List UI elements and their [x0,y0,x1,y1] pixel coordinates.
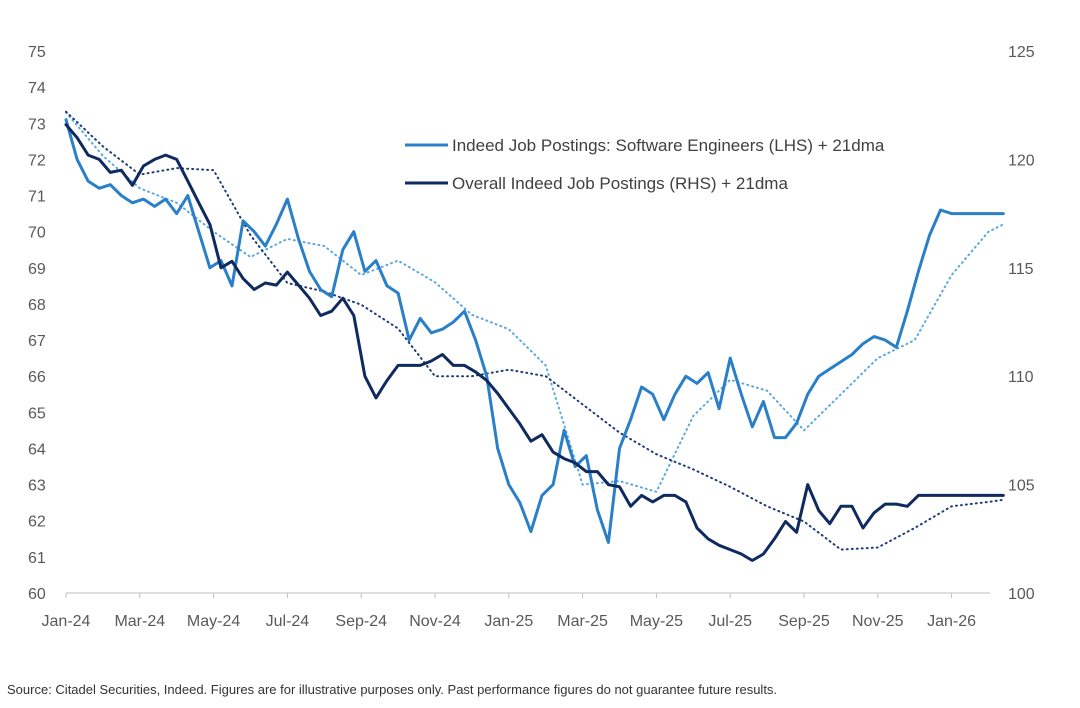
right-tick-label: 115 [1008,261,1034,278]
left-tick-label: 61 [28,550,46,567]
x-tick-label: Mar-25 [557,613,608,630]
left-axis: 60 61 62 63 64 65 66 67 68 69 70 71 72 73 74 75 [28,44,46,603]
source-note: Source: Citadel Securities, Indeed. Figu… [7,682,778,697]
left-tick-label: 75 [28,44,46,61]
right-tick-label: 125 [1008,44,1035,61]
left-tick-label: 69 [28,261,46,278]
left-tick-label: 72 [28,152,46,169]
left-tick-label: 71 [28,189,46,206]
x-tick-label: Sep-24 [335,613,387,630]
series-line-software-engineers [64,118,1005,544]
series-line-software-engineers-21dma [65,111,1005,493]
legend-label-software-engineers: Indeed Job Postings: Software Engineers … [452,136,885,155]
legend: Indeed Job Postings: Software Engineers … [405,136,885,193]
left-tick-label: 60 [28,586,46,603]
right-axis: 100 105 110 115 120 125 [1008,44,1035,603]
right-tick-label: 110 [1008,369,1034,386]
x-tick-label: Jan-26 [927,613,976,630]
x-tick-label: Nov-25 [852,613,904,630]
series-line-overall [64,123,1005,562]
left-tick-label: 63 [28,478,46,495]
left-tick-label: 67 [28,333,46,350]
x-tick-label: May-25 [630,613,683,630]
left-tick-label: 68 [28,297,46,314]
x-tick-label: Jan-24 [42,613,91,630]
left-tick-label: 70 [28,225,46,242]
x-tick-label: May-24 [187,613,240,630]
x-tick-label: Sep-25 [778,613,830,630]
legend-label-overall: Overall Indeed Job Postings (RHS) + 21dm… [452,174,788,193]
x-tick-label: Nov-24 [409,613,461,630]
left-tick-label: 74 [28,80,46,97]
x-tick-label: Jan-25 [484,613,533,630]
left-tick-label: 66 [28,369,46,386]
right-tick-label: 120 [1008,152,1035,169]
left-tick-label: 73 [28,116,46,133]
right-tick-label: 100 [1008,586,1035,603]
left-tick-label: 62 [28,514,46,531]
x-tick-label: Jul-24 [266,613,310,630]
plot-area [64,110,1005,562]
x-axis: Jan-24 Mar-24 May-24 Jul-24 Sep-24 Nov-24 Jan-… [42,593,976,630]
left-tick-label: 65 [28,405,46,422]
series-line-overall-21dma [65,110,1005,551]
left-tick-label: 64 [28,441,46,458]
right-tick-label: 105 [1008,478,1035,495]
x-tick-label: Jul-25 [708,613,752,630]
x-tick-label: Mar-24 [114,613,165,630]
